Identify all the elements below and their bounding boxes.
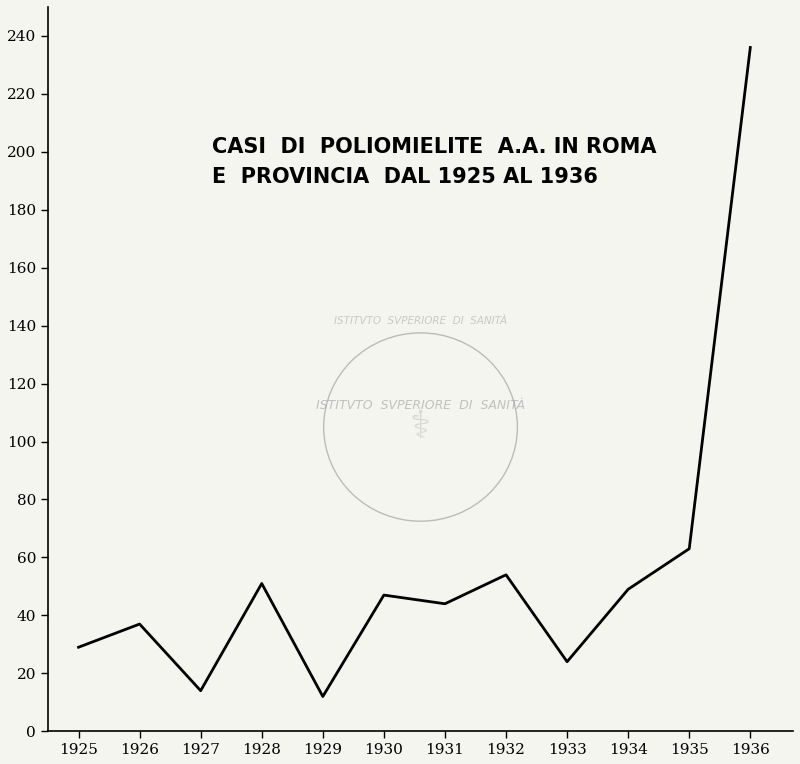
Text: ⚕: ⚕ [410, 408, 431, 446]
Text: ISTITVTO  SVPERIORE  DI  SANITÀ: ISTITVTO SVPERIORE DI SANITÀ [334, 316, 507, 325]
Text: CASI  DI  POLIOMIELITE  A.A. IN ROMA
E  PROVINCIA  DAL 1925 AL 1936: CASI DI POLIOMIELITE A.A. IN ROMA E PROV… [212, 138, 657, 187]
Text: ISTITVTO  SVPERIORE  DI  SANITÀ: ISTITVTO SVPERIORE DI SANITÀ [316, 399, 525, 412]
